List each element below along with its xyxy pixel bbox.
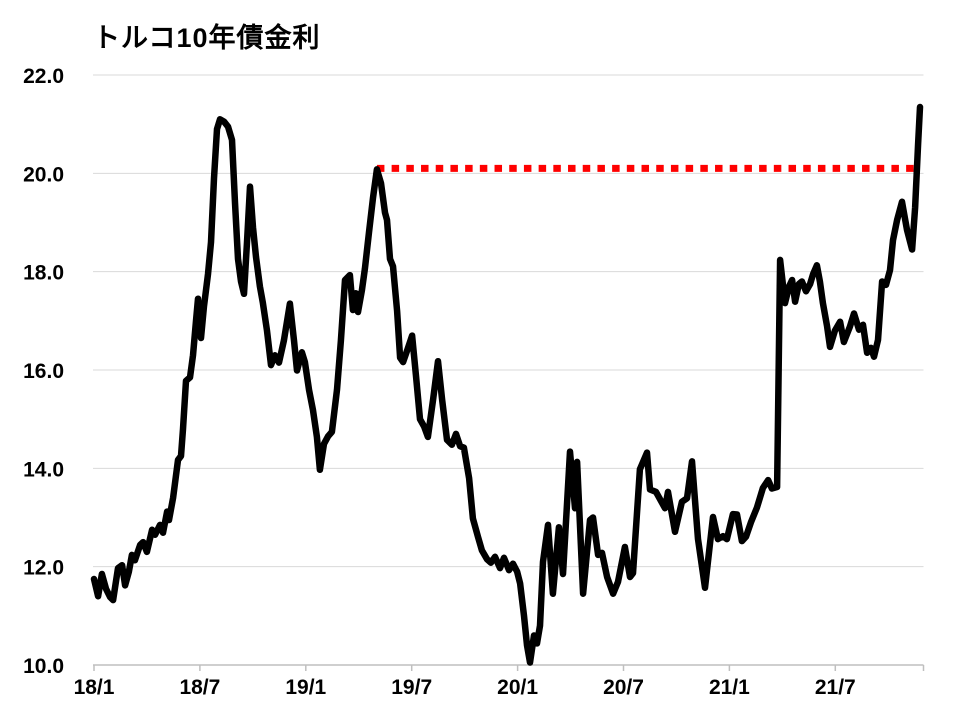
x-axis-label-21/7: 21/7 xyxy=(815,676,856,699)
y-axis-label-14.0: 14.0 xyxy=(23,458,64,481)
chart-title: トルコ10年債金利 xyxy=(93,23,321,53)
y-axis-label-12.0: 12.0 xyxy=(23,557,64,580)
x-axis-label-18/1: 18/1 xyxy=(74,676,115,699)
x-axis-label-20/7: 20/7 xyxy=(603,676,644,699)
y-axis-label-18.0: 18.0 xyxy=(23,262,64,285)
y-axis-label-16.0: 16.0 xyxy=(23,360,64,383)
y-axis-label-20.0: 20.0 xyxy=(23,163,64,186)
x-axis-label-19/1: 19/1 xyxy=(285,676,326,699)
x-axis-label-20/1: 20/1 xyxy=(497,676,538,699)
x-axis-label-21/1: 21/1 xyxy=(709,676,750,699)
series-line-turkey-10y-yield xyxy=(90,103,924,666)
x-axis-label-18/7: 18/7 xyxy=(179,676,220,699)
y-axis-label-22.0: 22.0 xyxy=(23,65,64,88)
y-axis-label-10.0: 10.0 xyxy=(23,655,64,678)
x-axis-label-19/7: 19/7 xyxy=(391,676,432,699)
